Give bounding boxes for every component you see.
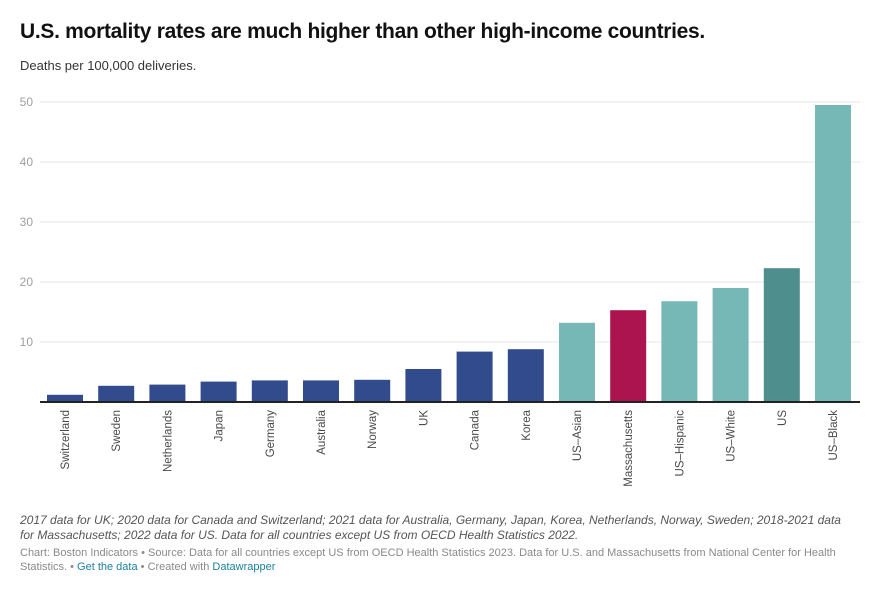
source-text: Source: Data for all countries except US… [20, 547, 836, 573]
bar-us-hispanic [661, 301, 698, 402]
bar-germany [251, 380, 288, 402]
get-the-data-link[interactable]: Get the data [77, 561, 138, 573]
separator: • [137, 561, 148, 573]
x-tick-label: Germany [265, 410, 277, 458]
bar-norway [354, 379, 391, 402]
datawrapper-link[interactable]: Datawrapper [212, 561, 276, 573]
chart-title: U.S. mortality rates are much higher tha… [20, 20, 705, 43]
x-tick-label: UK [418, 410, 430, 426]
x-tick-label: Massachusetts [623, 410, 635, 487]
bar-australia [303, 380, 339, 402]
bar-us-white [712, 288, 749, 402]
separator: • [138, 547, 148, 559]
y-axis-ticks: 10 20 30 40 50 [20, 95, 34, 349]
bar-korea [507, 349, 544, 402]
y-tick-label: 50 [20, 95, 34, 109]
bar-netherlands [149, 384, 186, 402]
x-tick-label: Korea [521, 409, 533, 440]
x-tick-label: US–Asian [572, 410, 584, 461]
x-tick-label: Japan [214, 410, 226, 441]
y-tick-label: 20 [20, 275, 34, 289]
bar-chart: 10 20 30 40 50 Switzerland Sweden Netherlands J… [20, 95, 860, 487]
bar-us [763, 268, 800, 402]
x-tick-label: Canada [470, 409, 482, 450]
x-tick-label: Australia [316, 409, 328, 454]
x-tick-label: US–Hispanic [674, 410, 686, 477]
bar-switzerland [47, 394, 83, 402]
bar-sweden [98, 385, 135, 402]
x-tick-label: Sweden [111, 410, 123, 452]
chart-footer: Chart: Boston Indicators • Source: Data … [20, 546, 855, 574]
x-tick-label: US–Black [828, 410, 840, 461]
y-tick-label: 10 [20, 335, 34, 349]
x-tick-label: Norway [367, 410, 379, 449]
bar-us-asian [559, 322, 595, 402]
y-tick-label: 40 [20, 155, 34, 169]
separator: • [67, 561, 78, 573]
bar-japan [200, 381, 237, 402]
bar-uk [405, 369, 442, 402]
x-tick-label: Switzerland [60, 410, 72, 469]
chart-subtitle: Deaths per 100,000 deliveries. [20, 58, 197, 73]
bar-canada [456, 351, 493, 402]
bars [47, 105, 851, 402]
x-tick-label: Netherlands [162, 410, 174, 472]
bar-us-black [815, 105, 851, 402]
y-tick-label: 30 [20, 215, 34, 229]
x-axis-labels: Switzerland Sweden Netherlands Japan Germany… [60, 409, 840, 486]
x-tick-label: US–White [726, 410, 738, 462]
chart-notes: 2017 data for UK; 2020 data for Canada a… [20, 513, 841, 542]
created-with-text: Created with [147, 561, 210, 573]
x-tick-label: US [777, 410, 789, 426]
chart-credit: Chart: Boston Indicators [20, 547, 139, 559]
bar-massachusetts [610, 310, 647, 402]
